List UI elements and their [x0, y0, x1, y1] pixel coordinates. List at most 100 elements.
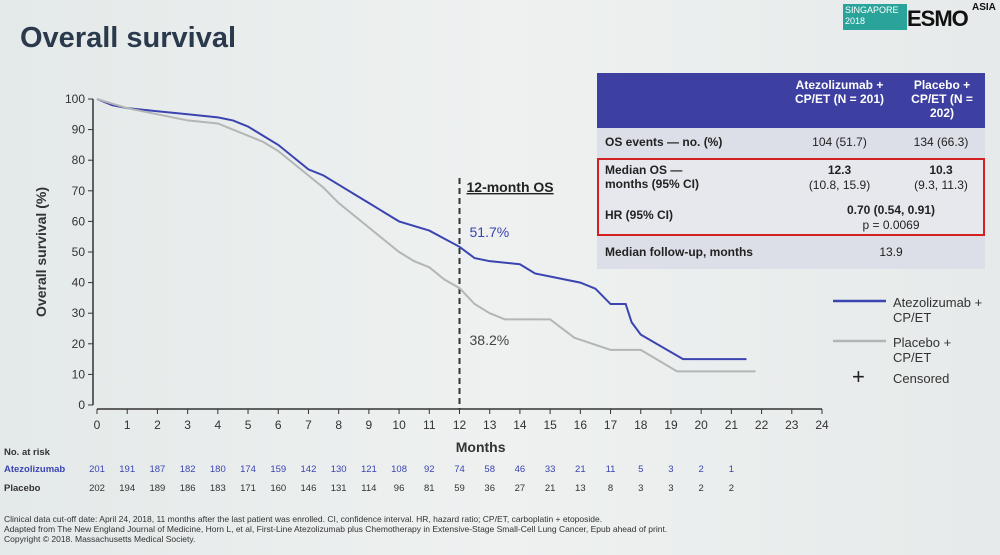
- y-tick-label: 70: [72, 184, 86, 198]
- legend-label: Placebo + CP/ET: [893, 335, 952, 365]
- footnote: Copyright © 2018. Massachusetts Medical …: [4, 534, 196, 544]
- y-tick-label: 40: [72, 276, 86, 290]
- y-tick-label: 10: [72, 367, 86, 381]
- highlight-box: [597, 158, 985, 236]
- row-label: Median OS — months (95% CI): [605, 163, 700, 191]
- x-tick-label: 8: [335, 418, 342, 432]
- risk-title: No. at risk: [4, 447, 51, 458]
- risk-count: 131: [331, 483, 347, 494]
- marker-label: 12-month OS: [467, 179, 554, 195]
- row-label: OS events — no. (%): [605, 135, 723, 149]
- cell: 134 (66.3): [913, 135, 969, 149]
- cell: 104 (51.7): [812, 135, 867, 149]
- footnote: Clinical data cut-off date: April 24, 20…: [4, 514, 603, 524]
- risk-count: 146: [301, 483, 317, 494]
- risk-count: 142: [301, 464, 317, 475]
- risk-count: 46: [515, 464, 526, 475]
- y-tick-label: 0: [78, 398, 85, 412]
- risk-count: 160: [270, 483, 286, 494]
- x-tick-label: 9: [366, 418, 373, 432]
- risk-count: 191: [119, 464, 135, 475]
- risk-count: 182: [180, 464, 196, 475]
- risk-count: 11: [606, 464, 616, 475]
- y-tick-label: 30: [72, 306, 86, 320]
- risk-count: 21: [575, 464, 586, 475]
- risk-count: 194: [119, 483, 135, 494]
- y-tick-label: 50: [72, 245, 86, 259]
- risk-count: 108: [391, 464, 407, 475]
- risk-count: 159: [270, 464, 286, 475]
- cell: 13.9: [879, 245, 903, 259]
- risk-count: 202: [89, 483, 105, 494]
- risk-count: 81: [424, 483, 435, 494]
- risk-count: 2: [699, 483, 704, 494]
- risk-count: 59: [454, 483, 465, 494]
- censor-symbol: +: [852, 364, 865, 389]
- risk-row-label: Placebo: [4, 483, 41, 494]
- x-tick-label: 18: [634, 418, 648, 432]
- x-tick-label: 6: [275, 418, 282, 432]
- x-tick-label: 14: [513, 418, 527, 432]
- curve-annotation: 38.2%: [470, 332, 510, 348]
- x-tick-label: 10: [392, 418, 406, 432]
- survival-curve: [96, 98, 756, 373]
- cell: 0.70 (0.54, 0.91): [846, 203, 936, 217]
- survival-curve: [96, 98, 747, 361]
- risk-count: 187: [149, 464, 165, 475]
- risk-count: 36: [484, 483, 495, 494]
- footnotes: Clinical data cut-off date: April 24, 20…: [4, 514, 667, 544]
- x-tick-label: 24: [815, 418, 829, 432]
- x-tick-label: 11: [423, 418, 436, 432]
- y-tick-label: 20: [72, 337, 86, 351]
- x-axis-label: Months: [456, 439, 506, 455]
- x-tick-label: 15: [543, 418, 557, 432]
- cell: (10.8, 15.9): [808, 178, 871, 192]
- legend-label: Atezolizumab + CP/ET: [893, 295, 983, 325]
- cell: 10.3: [929, 163, 953, 177]
- legend-label: Censored: [893, 371, 950, 386]
- x-tick-label: 17: [604, 418, 618, 432]
- risk-count: 114: [361, 483, 376, 494]
- y-tick-label: 80: [72, 153, 86, 167]
- risk-count: 33: [545, 464, 556, 475]
- table-header: [597, 73, 985, 128]
- x-tick-label: 16: [574, 418, 588, 432]
- risk-count: 130: [331, 464, 347, 475]
- cell: (9.3, 11.3): [914, 178, 968, 192]
- logo-event: SINGAPORE 2018: [843, 4, 907, 30]
- risk-count: 96: [394, 483, 405, 494]
- risk-row-label: Atezolizumab: [4, 464, 65, 475]
- risk-count: 186: [180, 483, 196, 494]
- y-tick-label: 90: [72, 123, 86, 137]
- risk-count: 174: [240, 464, 256, 475]
- slide-title: Overall survival: [20, 22, 237, 54]
- risk-count: 21: [545, 483, 556, 494]
- header-cell: Placebo + CP/ET (N = 202): [911, 78, 973, 120]
- risk-count: 3: [668, 483, 673, 494]
- risk-count: 201: [89, 464, 105, 475]
- x-tick-label: 12: [453, 418, 467, 432]
- risk-count: 74: [454, 464, 465, 475]
- risk-count: 183: [210, 483, 226, 494]
- risk-count: 8: [608, 483, 613, 494]
- risk-count: 2: [699, 464, 704, 475]
- risk-count: 171: [240, 483, 256, 494]
- risk-count: 3: [638, 483, 643, 494]
- x-tick-label: 1: [124, 418, 131, 432]
- curve-annotation: 51.7%: [470, 224, 510, 240]
- header-cell: Atezolizumab + CP/ET (N = 201): [794, 78, 885, 106]
- y-tick-label: 60: [72, 214, 86, 228]
- x-tick-label: 0: [94, 418, 101, 432]
- row-label: Median follow-up, months: [605, 245, 753, 259]
- x-tick-label: 23: [785, 418, 799, 432]
- logo-brand: ESMO: [907, 6, 969, 31]
- x-tick-label: 4: [214, 418, 221, 432]
- summary-table: Atezolizumab + CP/ET (N = 201) Placebo +…: [597, 73, 985, 269]
- risk-count: 2: [729, 483, 734, 494]
- y-axis-label: Overall survival (%): [33, 187, 49, 317]
- cell: p = 0.0069: [862, 218, 920, 232]
- footnote: Adapted from The New England Journal of …: [4, 524, 668, 534]
- y-tick-label: 100: [65, 92, 85, 106]
